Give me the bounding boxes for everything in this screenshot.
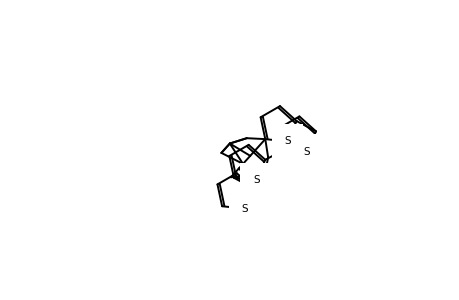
Text: S: S — [241, 204, 247, 214]
Text: S: S — [303, 147, 309, 157]
Text: S: S — [284, 136, 290, 146]
Text: S: S — [252, 175, 259, 185]
